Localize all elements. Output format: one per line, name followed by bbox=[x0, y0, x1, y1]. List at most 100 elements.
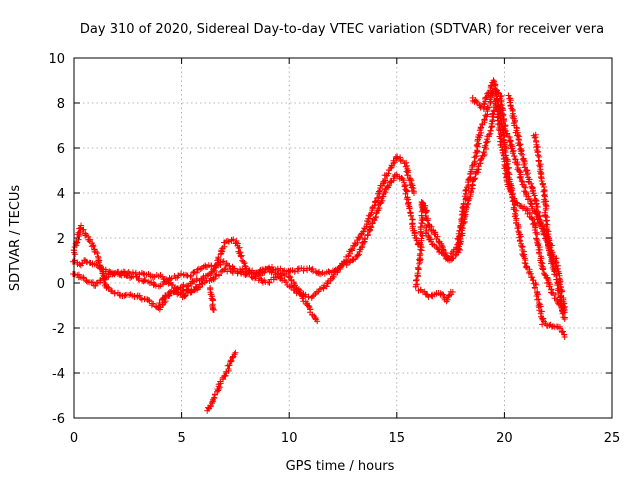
data-point bbox=[552, 291, 559, 298]
data-point bbox=[487, 127, 494, 134]
data-point bbox=[480, 149, 487, 156]
data-point bbox=[334, 268, 340, 275]
data-point bbox=[183, 271, 189, 278]
data-point bbox=[539, 321, 546, 328]
data-point bbox=[439, 291, 446, 298]
data-point bbox=[111, 270, 118, 277]
plot-frame bbox=[73, 57, 613, 419]
data-point bbox=[403, 168, 410, 175]
data-point bbox=[462, 187, 469, 194]
data-point bbox=[552, 271, 559, 278]
x-tick-label: 5 bbox=[177, 431, 185, 446]
data-point bbox=[90, 243, 97, 250]
y-axis-title: SDTVAR / TECUs bbox=[8, 185, 23, 292]
data-point bbox=[554, 282, 561, 289]
data-point bbox=[226, 362, 233, 369]
data-point bbox=[518, 150, 524, 157]
data-point bbox=[195, 284, 202, 291]
data-point bbox=[156, 300, 163, 306]
data-point bbox=[283, 279, 290, 286]
data-point bbox=[231, 351, 238, 358]
axis-ticks: 0 5 10 15 20 25 -6 -4 -2 0 2 4 6 8 10 bbox=[48, 52, 620, 446]
data-point bbox=[477, 156, 484, 163]
data-point bbox=[542, 212, 549, 219]
data-point bbox=[473, 98, 480, 105]
data-point bbox=[463, 186, 470, 193]
data-point bbox=[305, 294, 312, 301]
data-point bbox=[295, 289, 302, 296]
data-point bbox=[414, 264, 421, 271]
data-point bbox=[424, 217, 431, 224]
data-point bbox=[557, 300, 564, 307]
data-point bbox=[261, 269, 268, 276]
series-track-i bbox=[415, 286, 456, 305]
data-point bbox=[215, 254, 222, 261]
data-point bbox=[97, 262, 104, 269]
data-point bbox=[464, 201, 471, 208]
chart-title: Day 310 of 2020, Sidereal Day-to-day VTE… bbox=[80, 22, 604, 37]
data-point bbox=[331, 271, 337, 278]
x-tick-label: 15 bbox=[389, 431, 406, 446]
data-point bbox=[518, 178, 525, 184]
data-point bbox=[314, 318, 321, 325]
data-point bbox=[537, 161, 544, 168]
data-point bbox=[364, 232, 371, 239]
data-point bbox=[79, 260, 86, 267]
data-point bbox=[386, 182, 393, 189]
data-point bbox=[321, 282, 328, 289]
data-point bbox=[189, 278, 196, 285]
data-point bbox=[411, 190, 417, 196]
y-tick-label: 10 bbox=[48, 52, 65, 67]
data-point bbox=[362, 226, 369, 232]
data-point bbox=[535, 296, 542, 303]
data-point bbox=[414, 270, 421, 277]
y-tick-label: 0 bbox=[57, 277, 65, 292]
data-point bbox=[482, 142, 489, 149]
data-point bbox=[428, 292, 435, 299]
data-point bbox=[439, 250, 446, 257]
data-point bbox=[405, 200, 412, 207]
data-point bbox=[449, 289, 456, 295]
data-point bbox=[517, 175, 524, 181]
y-tick-label: 8 bbox=[57, 97, 65, 112]
data-point bbox=[539, 266, 546, 273]
data-point bbox=[98, 265, 105, 272]
data-point bbox=[94, 250, 101, 257]
data-point bbox=[80, 226, 87, 233]
data-point bbox=[532, 285, 538, 292]
data-point bbox=[414, 281, 421, 288]
data-point bbox=[232, 349, 239, 356]
data-point bbox=[461, 209, 468, 216]
data-point bbox=[180, 281, 187, 288]
series-track-j bbox=[204, 349, 239, 414]
data-point bbox=[560, 328, 566, 335]
y-tick-label: -6 bbox=[52, 412, 65, 427]
data-point bbox=[412, 234, 419, 241]
data-point bbox=[165, 290, 172, 297]
data-point bbox=[371, 202, 378, 209]
data-point bbox=[561, 316, 568, 322]
data-point bbox=[514, 225, 521, 232]
data-point bbox=[362, 236, 369, 243]
data-point bbox=[401, 183, 408, 190]
data-point bbox=[475, 169, 481, 176]
data-point bbox=[402, 190, 409, 197]
data-point bbox=[440, 291, 447, 298]
data-point bbox=[252, 274, 259, 280]
series-track-l bbox=[412, 199, 430, 290]
data-point bbox=[441, 252, 448, 259]
series-track-k bbox=[207, 284, 217, 313]
data-point bbox=[516, 234, 523, 241]
data-point bbox=[376, 188, 382, 195]
series-track-f bbox=[469, 77, 568, 340]
series-track-m bbox=[156, 284, 202, 306]
data-point bbox=[559, 310, 566, 317]
data-point bbox=[283, 271, 290, 278]
data-point bbox=[238, 252, 245, 259]
data-point bbox=[221, 373, 228, 380]
data-point bbox=[490, 77, 497, 84]
grid-lines bbox=[74, 58, 612, 418]
data-point bbox=[236, 244, 243, 251]
data-point bbox=[193, 269, 200, 276]
y-tick-label: 4 bbox=[57, 187, 65, 202]
